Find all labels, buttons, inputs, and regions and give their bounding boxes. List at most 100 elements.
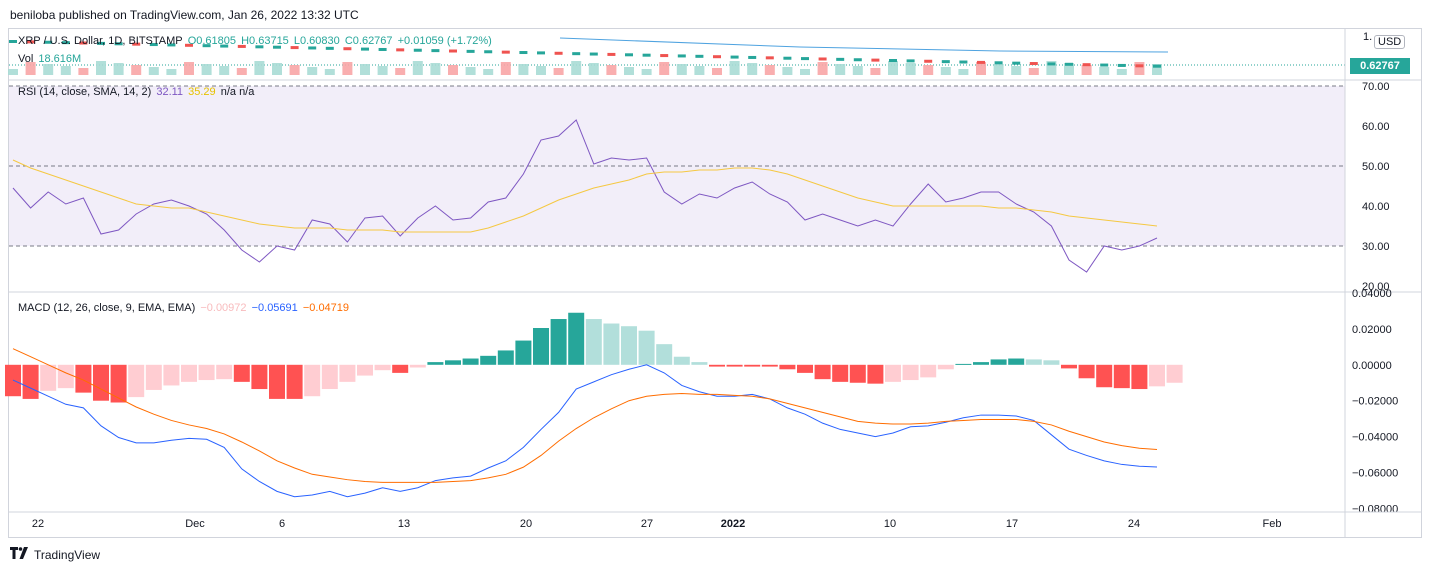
- macd-label[interactable]: MACD (12, 26, close, 9, EMA, EMA): [18, 302, 196, 314]
- price-candle: [836, 57, 845, 61]
- volume-bar: [835, 64, 846, 75]
- volume-bar: [412, 61, 423, 75]
- price-candle: [906, 59, 915, 63]
- macd-hist-bar: [1078, 364, 1095, 379]
- rsi-y-tick: 30.00: [1362, 241, 1390, 253]
- price-axis-top-label: 1.: [1363, 31, 1373, 43]
- volume-bar: [96, 61, 106, 75]
- macd-hist-bar: [22, 364, 39, 399]
- price-candle: [660, 54, 669, 58]
- price-candle: [1029, 62, 1038, 66]
- volume-bar: [518, 64, 529, 75]
- price-candle: [783, 56, 792, 60]
- volume-bar: [976, 62, 986, 75]
- change-value: +0.01059 (+1.72%): [397, 35, 492, 47]
- macd-hist-bar: [515, 340, 532, 365]
- volume-bar: [289, 65, 300, 75]
- price-candle: [9, 40, 17, 43]
- volume-bar: [500, 62, 511, 75]
- macd-hist-bar: [304, 364, 321, 397]
- volume-bar: [536, 66, 546, 75]
- price-candle: [625, 53, 633, 57]
- tradingview-brand[interactable]: TradingView: [10, 547, 100, 562]
- last-price-tag: 0.62767: [1350, 58, 1410, 74]
- price-candle: [589, 52, 598, 56]
- macd-hist-bar: [251, 364, 268, 390]
- volume-label: Vol: [18, 53, 34, 65]
- price-candle: [132, 42, 141, 46]
- price-candle: [343, 47, 352, 51]
- volume-bar: [905, 63, 916, 75]
- macd-hist-bar: [691, 362, 708, 365]
- volume-bar: [78, 68, 89, 75]
- macd-y-tick: −0.04000: [1352, 432, 1398, 444]
- macd-hist-bar: [409, 364, 426, 368]
- macd-hist-bar: [1131, 364, 1148, 390]
- macd-legend: MACD (12, 26, close, 9, EMA, EMA) −0.009…: [18, 302, 351, 314]
- volume-bar: [324, 69, 335, 75]
- volume-bar: [852, 66, 863, 75]
- macd-hist-bar: [1043, 360, 1060, 365]
- price-legend: XRP / U.S. Dollar, 1D, BITSTAMP O0.61805…: [18, 35, 494, 47]
- volume-bar: [483, 69, 494, 75]
- volume-bar: [166, 69, 177, 75]
- price-candle: [202, 44, 211, 48]
- volume-bar: [342, 62, 353, 75]
- price-candle: [537, 51, 545, 55]
- volume-bar: [729, 61, 740, 75]
- price-candle: [1012, 61, 1021, 65]
- price-candle: [730, 55, 739, 59]
- macd-hist-bar: [128, 364, 145, 398]
- volume-bar: [448, 65, 458, 75]
- volume-bar: [694, 66, 705, 75]
- volume-bar: [219, 66, 230, 75]
- low-value: L0.60830: [293, 35, 340, 47]
- macd-hist-bar: [761, 364, 778, 367]
- volume-value: 18.616M: [38, 53, 82, 65]
- volume-bar: [254, 61, 265, 75]
- macd-hist-bar: [110, 364, 127, 403]
- price-candle: [255, 45, 264, 49]
- currency-selector[interactable]: USD: [1374, 35, 1406, 49]
- macd-hist-bar: [233, 364, 250, 382]
- macd-hist-bar: [392, 364, 409, 373]
- volume-bar: [60, 66, 71, 75]
- volume-bar: [1064, 63, 1074, 75]
- rsi-sma-line: [12, 159, 1158, 233]
- price-candle: [818, 57, 827, 61]
- macd-hist-bar: [973, 362, 989, 365]
- x-tick-label: Feb: [1263, 518, 1282, 530]
- volume-bar: [307, 67, 318, 75]
- macd-hist-bar: [1096, 364, 1113, 388]
- macd-hist-bar: [568, 312, 585, 365]
- rsi-label[interactable]: RSI (14, close, SMA, 14, 2): [18, 86, 152, 98]
- price-candle: [889, 59, 897, 62]
- macd-pane[interactable]: 0.04000 0.02000 0.00000 −0.02000 −0.04000 −0.…: [5, 288, 1398, 515]
- macd-hist-bar: [656, 344, 673, 365]
- price-candle: [871, 58, 880, 62]
- x-tick-label: 6: [279, 518, 285, 530]
- price-candle: [977, 60, 985, 64]
- volume-bar: [782, 67, 793, 75]
- volume-bar: [553, 68, 564, 75]
- macd-hist-bar: [814, 364, 831, 380]
- x-axis: 22 Dec 6 13 20 27 2022 10 17 24 Feb: [9, 29, 1422, 537]
- price-candle: [449, 49, 457, 53]
- x-tick-label: 17: [1006, 518, 1018, 530]
- macd-hist-bar: [550, 319, 567, 365]
- price-pane[interactable]: [8, 37, 1345, 75]
- rsi-pane[interactable]: 70.00 60.00 50.00 40.00 30.00 20.00: [9, 79, 1422, 293]
- price-candle: [361, 47, 369, 51]
- rsi-y-tick: 50.00: [1362, 161, 1390, 173]
- macd-hist-bar: [357, 364, 373, 376]
- symbol-label[interactable]: XRP / U.S. Dollar, 1D, BITSTAMP: [18, 35, 183, 47]
- macd-hist-bar: [75, 364, 92, 393]
- macd-hist-bar: [1113, 364, 1130, 389]
- macd-hist-bar: [673, 356, 690, 365]
- volume-bar: [993, 64, 1004, 75]
- price-candle: [1100, 63, 1109, 67]
- volume-bar: [676, 64, 687, 75]
- price-candle: [501, 50, 510, 54]
- macd-hist-bar: [920, 364, 937, 378]
